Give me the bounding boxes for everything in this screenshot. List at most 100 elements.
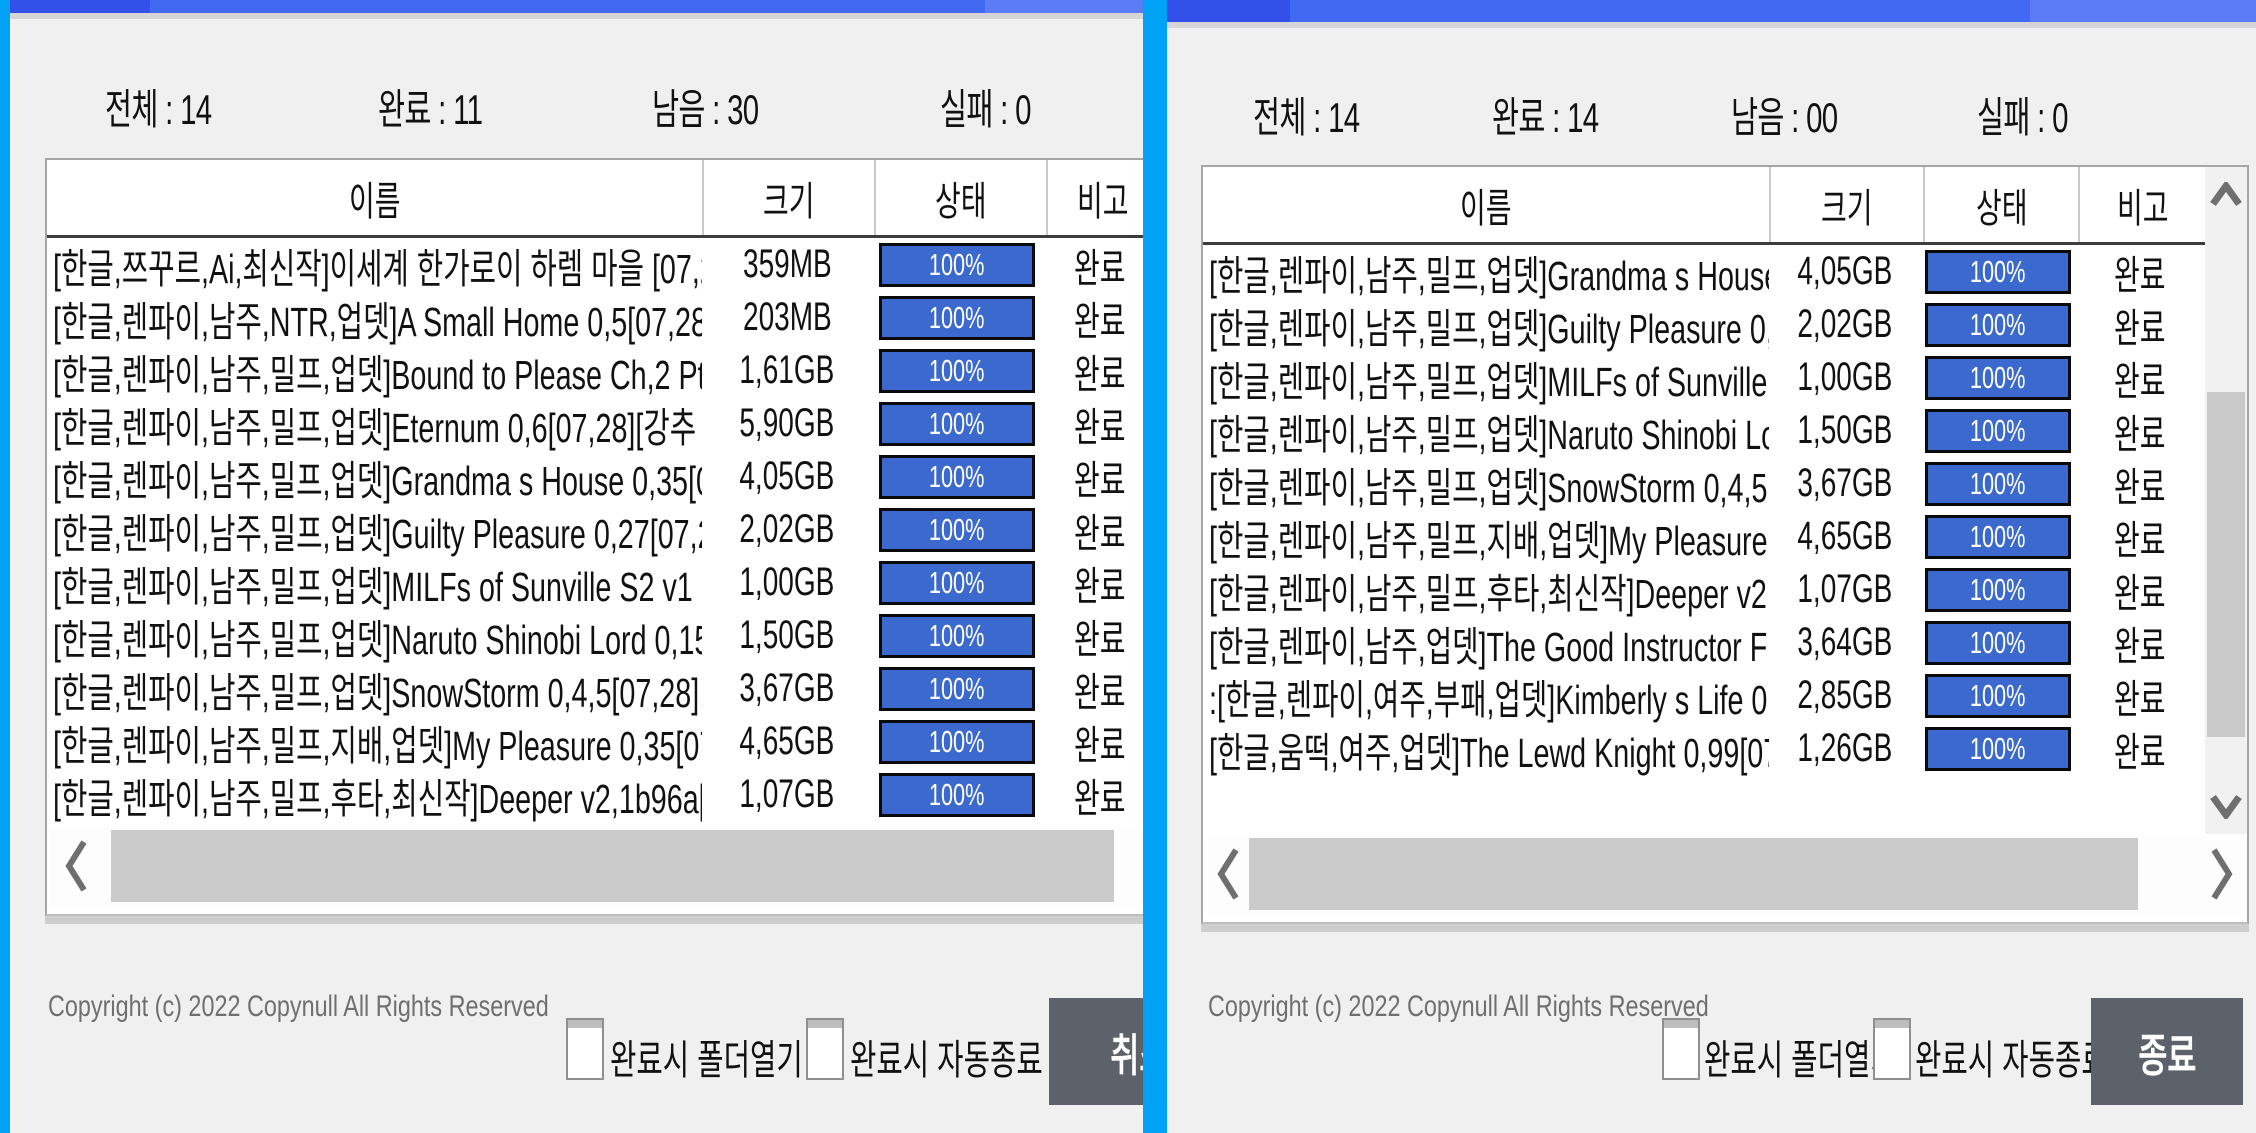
column-header-status[interactable]: 상태 <box>874 160 1046 235</box>
table-row[interactable]: [한글,렌파이,남주,밀프,업뎃]SnowStorm 0,4,5[07,28],… <box>47 662 1143 716</box>
table-row[interactable]: [한글,렌파이,남주,밀프,지배,업뎃]My Pleasure 0,35[07,… <box>47 715 1143 769</box>
status-note: 완료 <box>1073 458 1126 503</box>
progress-percent: 100% <box>1969 571 2026 607</box>
title-bar-segment <box>150 0 985 13</box>
file-size: 1,50GB <box>739 613 835 657</box>
progress-percent: 100% <box>1969 465 2026 501</box>
stat-remain: 남음 : 00 <box>1731 94 1838 141</box>
open-folder-checkbox[interactable] <box>566 1018 604 1080</box>
stat-done: 완료 : 14 <box>1492 94 1599 141</box>
scrollbar-thumb[interactable] <box>2207 392 2245 737</box>
file-name: [한글,렌파이,남주,밀프,지배,업뎃]My Pleasure 0,35[07,… <box>53 722 702 769</box>
file-name: [한글,렌파이,남주,밀프,업뎃]Guilty Pleasure 0,27[07… <box>53 510 702 557</box>
table-row[interactable]: [한글,렌파이,남주,밀프,업뎃]Guilty Pleasure 0,27[07… <box>47 503 1143 557</box>
progress-bar: 100% <box>1921 726 2074 771</box>
vertical-scrollbar[interactable] <box>2205 167 2247 834</box>
progress-percent: 100% <box>929 776 985 812</box>
table-row[interactable]: [한글,렌파이,남주,밀프,후타,최신작]Deeper v2,1b96a[07,… <box>47 768 1143 822</box>
table-row[interactable]: [한글,렌파이,남주,밀프,업뎃]Bound to Please Ch,2 Pt… <box>47 344 1143 398</box>
file-size: 359MB <box>742 242 832 286</box>
copyright-text: Copyright (c) 2022 Copynull All Rights R… <box>48 990 549 1023</box>
table-row[interactable]: [한글,렌파이,남주,밀프,업뎃]Eternum 0,6[07,28][강추 갓… <box>47 397 1143 451</box>
file-size: 2,85GB <box>1797 673 1893 717</box>
auto-close-checkbox[interactable] <box>1873 1018 1911 1080</box>
progress-bar: 100% <box>1921 514 2074 559</box>
open-folder-checkbox[interactable] <box>1662 1018 1700 1080</box>
file-name: [한글,렌파이,남주,밀프,업뎃]SnowStorm 0,4,5[07,28],… <box>1209 464 1769 511</box>
title-bar[interactable] <box>1167 0 2256 22</box>
title-bar-segment <box>2030 0 2256 22</box>
progress-bar: 100% <box>1921 249 2074 294</box>
table-header: 이름 크기 상태 비고 <box>47 160 1143 238</box>
title-bar[interactable] <box>10 0 1143 13</box>
status-note: 완료 <box>2113 253 2166 298</box>
status-note: 완료 <box>1073 511 1126 556</box>
table-row[interactable]: [한글,렌파이,남주,밀프,지배,업뎃]My Pleasure 0,35[07,… <box>1203 510 2205 564</box>
status-note: 완료 <box>2113 571 2166 616</box>
column-header-status[interactable]: 상태 <box>1923 167 2078 242</box>
close-button[interactable]: 종료 <box>2091 998 2243 1105</box>
table-row[interactable]: [한글,렌파이,남주,밀프,업뎃]Grandma s House 0,35[07… <box>47 450 1143 504</box>
file-size: 2,02GB <box>1797 302 1893 346</box>
title-bar-segment <box>985 0 1143 13</box>
table-row[interactable]: [한글,렌파이,남주,밀프,후타,최신작]Deeper v2,1b96a[07,… <box>1203 563 2205 617</box>
status-note: 완료 <box>2113 677 2166 722</box>
file-size: 4,65GB <box>739 719 835 763</box>
status-note: 완료 <box>1073 776 1126 821</box>
file-size: 2,02GB <box>739 507 835 551</box>
column-header-name[interactable]: 이름 <box>348 179 401 224</box>
stat-fail: 실패 : 0 <box>1977 94 2068 141</box>
status-note: 완료 <box>1073 299 1126 344</box>
table-row[interactable]: [한글,렌파이,남주,NTR,업뎃]A Small Home 0,5[07,28… <box>47 291 1143 345</box>
table-row[interactable]: [한글,렌파이,남주,밀프,업뎃]MILFs of Sunville S2 v1… <box>47 556 1143 610</box>
scrollbar-thumb[interactable] <box>111 830 1114 902</box>
download-window-right: 전체 : 14 완료 : 14 남음 : 00 실패 : 0 이름 크기 상태 … <box>1167 0 2256 1133</box>
status-note: 완료 <box>2113 730 2166 775</box>
file-name: [한글,렌파이,남주,업뎃]The Good Instructor Frenzy… <box>1209 623 1769 670</box>
horizontal-scrollbar[interactable] <box>49 828 1143 908</box>
horizontal-scrollbar[interactable] <box>1205 836 2245 916</box>
progress-percent: 100% <box>929 246 985 282</box>
scroll-down-icon[interactable] <box>2205 786 2247 826</box>
file-name: [한글,렌파이,남주,밀프,업뎃]Bound to Please Ch,2 Pt… <box>53 351 702 398</box>
progress-percent: 100% <box>1969 730 2026 766</box>
file-name: [한글,렌파이,남주,밀프,업뎃]Naruto Shinobi Lord 0,1… <box>1209 411 1769 458</box>
table-row[interactable]: [한글,렌파이,남주,밀프,업뎃]Naruto Shinobi Lord 0,1… <box>1203 404 2205 458</box>
column-header-name[interactable]: 이름 <box>1460 186 1512 231</box>
scroll-left-icon[interactable] <box>1211 842 1245 906</box>
progress-bar: 100% <box>872 666 1042 711</box>
table-row[interactable]: [한글,렌파이,남주,밀프,업뎃]SnowStorm 0,4,5[07,28],… <box>1203 457 2205 511</box>
column-header-note[interactable]: 비고 <box>2078 167 2205 242</box>
table-row[interactable]: [한글,렌파이,남주,밀프,업뎃]Naruto Shinobi Lord 0,1… <box>47 609 1143 663</box>
progress-percent: 100% <box>929 299 985 335</box>
table-row[interactable]: [한글,움떡,여주,업뎃]The Lewd Knight 0,99[07,28]… <box>1203 722 2205 776</box>
scroll-up-icon[interactable] <box>2205 175 2247 215</box>
file-size: 1,00GB <box>1797 355 1893 399</box>
scroll-right-icon[interactable] <box>2205 842 2239 906</box>
title-bar-divider <box>1167 22 2256 28</box>
table-row[interactable]: [한글,쯔꾸르,Ai,최신작]이세계 한가로이 하렘 마을 [07,28],z … <box>47 238 1143 292</box>
column-header-size[interactable]: 크기 <box>702 160 874 235</box>
cancel-button[interactable]: 취소 <box>1049 998 1143 1105</box>
progress-bar: 100% <box>872 772 1042 817</box>
scroll-left-icon[interactable] <box>59 834 93 898</box>
open-folder-label: 완료시 폴더열기 <box>610 1037 803 1083</box>
status-note: 완료 <box>2113 624 2166 669</box>
status-note: 완료 <box>1073 617 1126 662</box>
file-size: 4,05GB <box>1797 249 1893 293</box>
table-row[interactable]: [한글,렌파이,남주,업뎃]The Good Instructor Frenzy… <box>1203 616 2205 670</box>
title-bar-segment <box>1290 0 2030 22</box>
file-size: 1,50GB <box>1797 408 1893 452</box>
table-row[interactable]: [한글,렌파이,남주,밀프,업뎃]MILFs of Sunville S2 v1… <box>1203 351 2205 405</box>
scrollbar-thumb[interactable] <box>1249 838 2138 910</box>
table-row[interactable]: [한글,렌파이,남주,밀프,업뎃]Grandma s House 0,35[07… <box>1203 245 2205 299</box>
table-row[interactable]: :[한글,렌파이,여주,부패,업뎃]Kimberly s Life 0,6[07… <box>1203 669 2205 723</box>
table-row[interactable]: [한글,렌파이,남주,밀프,업뎃]Guilty Pleasure 0,27[07… <box>1203 298 2205 352</box>
auto-close-checkbox[interactable] <box>806 1018 844 1080</box>
column-header-size[interactable]: 크기 <box>1769 167 1923 242</box>
file-name: [한글,렌파이,남주,밀프,업뎃]Grandma s House 0,35[07… <box>53 457 702 504</box>
download-table: 이름 크기 상태 비고 [한글,렌파이,남주,밀프,업뎃]Grandma s H… <box>1201 165 2249 924</box>
progress-bar: 100% <box>1921 673 2074 718</box>
column-header-note[interactable]: 비고 <box>1046 160 1143 235</box>
